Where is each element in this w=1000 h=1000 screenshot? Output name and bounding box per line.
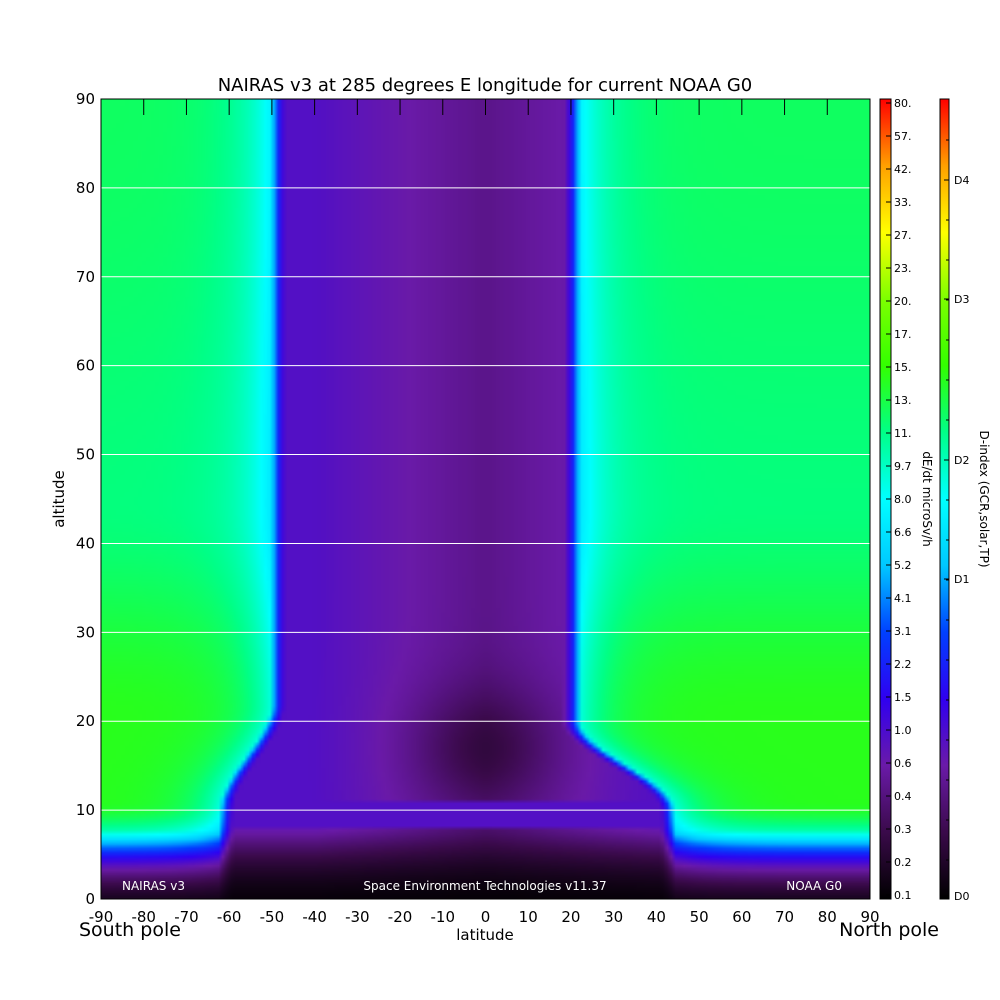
- x-tick-label: -50: [260, 908, 285, 926]
- dose-colorbar-tick-label: 0.4: [894, 790, 912, 803]
- dose-colorbar-tick-label: 6.6: [894, 526, 912, 539]
- dose-colorbar-tick-label: 0.2: [894, 856, 912, 869]
- footer-right-label: NOAA G0: [786, 879, 842, 893]
- dindex-colorbar-gradient: [940, 99, 949, 899]
- dose-colorbar-tick-label: 20.: [894, 295, 912, 308]
- x-tick-label: 40: [647, 908, 666, 926]
- x-tick-label: 80: [818, 908, 837, 926]
- x-tick-label: 0: [481, 908, 491, 926]
- dose-colorbar-label: dE/dt microSv/h: [920, 451, 934, 546]
- south-pole-label: South pole: [79, 919, 181, 941]
- dose-colorbar-tick-label: 0.1: [894, 889, 912, 902]
- y-tick-label: 50: [76, 446, 95, 464]
- x-tick-label: -60: [217, 908, 242, 926]
- plot-frame: [100, 98, 871, 900]
- dose-colorbar-tick-label: 0.3: [894, 823, 912, 836]
- dose-colorbar-tick-label: 33.: [894, 196, 912, 209]
- dindex-colorbar-ticks: D4 D3 D2 D1 D0: [944, 139, 969, 903]
- dose-colorbar-tick-label: 80.: [894, 97, 912, 110]
- x-tick-label: 30: [604, 908, 623, 926]
- x-tick-label: -40: [302, 908, 327, 926]
- y-tick-label: 90: [76, 90, 95, 108]
- dindex-colorbar-frame: [939, 98, 950, 900]
- dose-colorbar-tick-label: 17.: [894, 328, 912, 341]
- dose-colorbar-tick-label: 8.0: [894, 493, 912, 506]
- y-tick-label: 70: [76, 268, 95, 286]
- dose-colorbar-tick-label: 42.: [894, 163, 912, 176]
- heatmap-plot-area: [100, 98, 871, 900]
- dose-colorbar-tick-label: 27.: [894, 229, 912, 242]
- chart-title: NAIRAS v3 at 285 degrees E longitude for…: [218, 75, 753, 96]
- dose-colorbar-tick-label: 4.1: [894, 592, 912, 605]
- dose-colorbar-tick-label: 57.: [894, 130, 912, 143]
- dose-colorbar-tick-label: 11.: [894, 427, 912, 440]
- x-tick-label: -20: [388, 908, 413, 926]
- x-tick-label: 20: [561, 908, 580, 926]
- y-tick-label: 80: [76, 179, 95, 197]
- dindex-colorbar-tick-label: D1: [954, 573, 969, 586]
- dindex-colorbar-label: D-index (GCR,solar,TP): [977, 430, 991, 567]
- x-axis-label: latitude: [456, 926, 514, 944]
- x-tick-label: 60: [732, 908, 751, 926]
- x-tick-label: -90: [89, 908, 114, 926]
- y-tick-label: 30: [76, 623, 95, 641]
- dose-colorbar-tick-label: 15.: [894, 361, 912, 374]
- x-tick-label: -80: [131, 908, 156, 926]
- x-tick-label: -70: [174, 908, 199, 926]
- x-tick-label: 10: [519, 908, 538, 926]
- x-tick-label: -10: [431, 908, 456, 926]
- dose-colorbar-tick-label: 1.5: [894, 691, 912, 704]
- y-axis-label: altitude: [50, 470, 68, 528]
- y-tick-label: 60: [76, 357, 95, 375]
- dindex-colorbar-tick-label: D2: [954, 454, 969, 467]
- dose-colorbar-tick-label: 1.0: [894, 724, 912, 737]
- dose-colorbar: 80. 57. 42. 33. 27. 23. 20. 17. 15. 13. 11. 9.7 8.0 6…: [879, 97, 934, 902]
- y-tick-label: 0: [85, 890, 95, 908]
- dindex-colorbar-tick-label: D3: [954, 293, 969, 306]
- dose-heatmap: [101, 99, 870, 899]
- dose-colorbar-ticks: 80. 57. 42. 33. 27. 23. 20. 17. 15. 13. 11. 9.7 8.0 6…: [886, 97, 912, 902]
- x-tick-label: 90: [860, 908, 879, 926]
- footer-left-label: NAIRAS v3: [122, 879, 185, 893]
- gridlines: [101, 187, 870, 811]
- dose-colorbar-tick-label: 2.2: [894, 658, 912, 671]
- dose-colorbar-tick-label: 5.2: [894, 559, 912, 572]
- dose-colorbar-tick-label: 13.: [894, 394, 912, 407]
- dose-colorbar-tick-label: 9.7: [894, 460, 912, 473]
- dose-colorbar-gradient: [880, 99, 891, 899]
- dose-colorbar-tick-label: 23.: [894, 262, 912, 275]
- x-tick-label: 50: [690, 908, 709, 926]
- y-tick-label: 40: [76, 534, 95, 552]
- y-tick-label: 20: [76, 712, 95, 730]
- north-pole-label: North pole: [839, 919, 939, 941]
- y-tick-label: 10: [76, 801, 95, 819]
- x-tick-label: -30: [345, 908, 370, 926]
- y-tick-labels: 0 10 20 30 40 50 60 70 80 90: [76, 90, 95, 908]
- dose-colorbar-tick-label: 0.6: [894, 757, 912, 770]
- dindex-colorbar: D4 D3 D2 D1 D0 D-index (GCR,solar,TP): [939, 98, 991, 903]
- dindex-colorbar-tick-label: D0: [954, 890, 969, 903]
- dindex-colorbar-tick-label: D4: [954, 174, 969, 187]
- x-tick-labels: -90 -80 -70 -60 -50 -40 -30 -20 -10 0 10 20 30 40 50 60…: [89, 908, 880, 926]
- footer-center-label: Space Environment Technologies v11.37: [363, 879, 606, 893]
- dose-colorbar-tick-label: 3.1: [894, 625, 912, 638]
- x-tick-label: 70: [775, 908, 794, 926]
